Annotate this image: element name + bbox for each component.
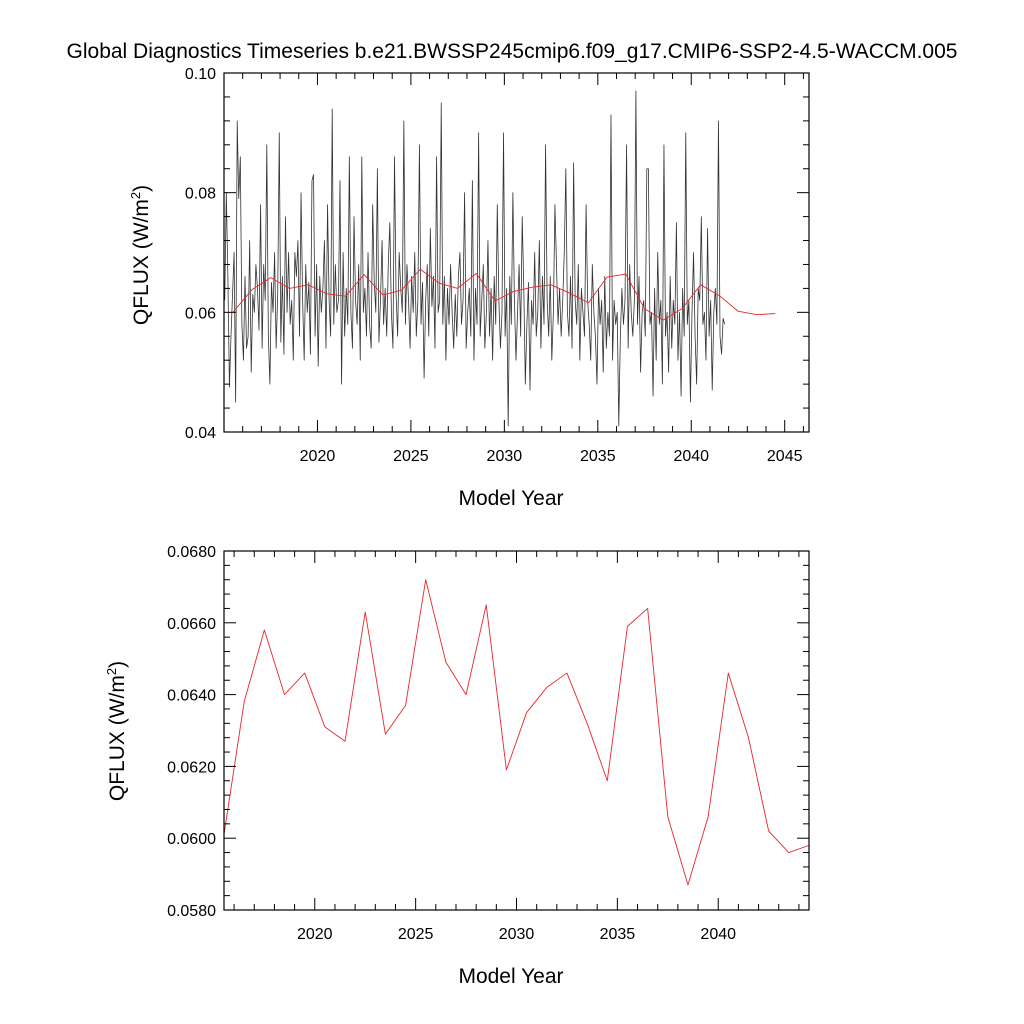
- bottom-x-axis-label: Model Year: [458, 965, 563, 988]
- bottom-y-tick-label: 0.0640: [167, 688, 216, 705]
- top-y-axis-label-sup: 2: [128, 192, 143, 199]
- top-x-axis-label: Model Year: [458, 487, 563, 510]
- top-y-axis-label: QFLUX (W/m2): [128, 185, 153, 325]
- top-series-monthly-line: [224, 90, 726, 427]
- bottom-tick-labels: 2020 2025 2030 2035 2040 0.0580 0.0600 0.0620 0.…: [167, 544, 736, 943]
- top-chart: 2020 2025 2030 2035 2040 2045 0.04 0.06 0.08 0.10…: [128, 66, 810, 510]
- bottom-x-tick-label: 2020: [297, 926, 333, 943]
- bottom-plot-frame: [223, 550, 810, 911]
- top-y-axis-label-main: QFLUX (W/m: [130, 199, 153, 325]
- bottom-y-tick-label: 0.0620: [167, 759, 216, 776]
- top-y-tick-label: 0.06: [185, 305, 216, 322]
- top-y-tick-label: 0.10: [185, 66, 216, 83]
- top-plot-frame: [223, 72, 810, 433]
- bottom-chart: 2020 2025 2030 2035 2040 0.0580 0.0600 0.0620 0.…: [104, 544, 810, 988]
- bottom-x-tick-label: 2025: [398, 926, 434, 943]
- top-y-tick-label: 0.04: [185, 425, 216, 442]
- figure-title: Global Diagnostics Timeseries b.e21.BWSS…: [67, 40, 958, 63]
- top-x-tick-label: 2045: [767, 448, 803, 465]
- top-y-tick-label: 0.08: [185, 186, 216, 203]
- bottom-y-tick-label: 0.0580: [167, 903, 216, 920]
- bottom-y-axis-label: QFLUX (W/m2): [104, 661, 129, 801]
- bottom-series-annual-line: [223, 579, 810, 886]
- bottom-ticks: [224, 550, 809, 911]
- bottom-y-tick-label: 0.0600: [167, 831, 216, 848]
- bottom-y-tick-label: 0.0680: [167, 544, 216, 561]
- top-series-annual-line: [233, 268, 776, 321]
- bottom-y-tick-label: 0.0660: [167, 616, 216, 633]
- top-ticks: [223, 72, 809, 433]
- top-x-tick-label: 2020: [300, 448, 336, 465]
- bottom-y-axis-label-sup: 2: [104, 668, 119, 675]
- top-x-tick-label: 2030: [487, 448, 523, 465]
- bottom-series-layer: [223, 579, 810, 886]
- top-x-tick-label: 2040: [673, 448, 709, 465]
- top-series-layer: [224, 90, 776, 427]
- top-x-tick-label: 2035: [580, 448, 616, 465]
- top-tick-labels: 2020 2025 2030 2035 2040 2045 0.04 0.06 0.08 0.10: [185, 66, 803, 465]
- bottom-x-tick-label: 2035: [600, 926, 636, 943]
- bottom-x-tick-label: 2030: [499, 926, 535, 943]
- bottom-y-axis-label-main: QFLUX (W/m: [106, 675, 129, 801]
- top-y-axis-label-close: ): [130, 185, 153, 192]
- bottom-y-axis-label-close: ): [106, 661, 129, 668]
- bottom-x-tick-label: 2040: [700, 926, 736, 943]
- top-x-tick-label: 2025: [393, 448, 429, 465]
